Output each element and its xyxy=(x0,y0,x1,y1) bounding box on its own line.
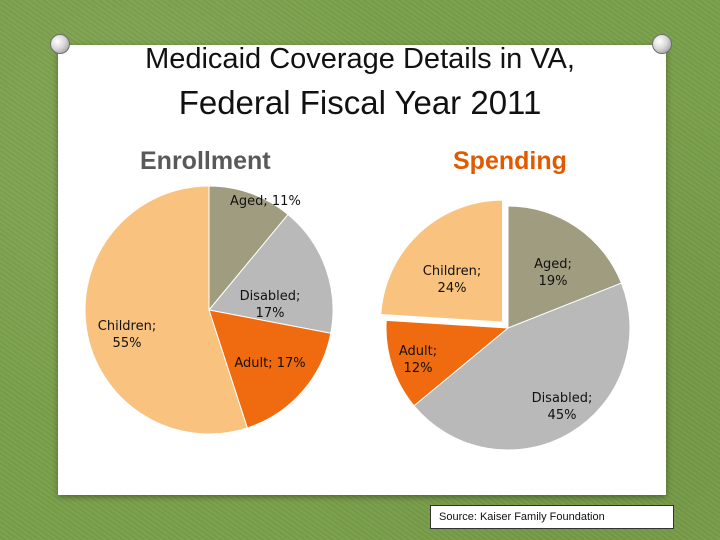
source-note: Source: Kaiser Family Foundation xyxy=(430,505,674,529)
enrollment-label-disabled: Disabled; 17% xyxy=(240,289,301,321)
enrollment-slice-disabled xyxy=(208,213,334,334)
spending-label-disabled: Disabled; 45% xyxy=(532,391,593,423)
slide-title-line1: Medicaid Coverage Details in VA, xyxy=(145,43,575,75)
enrollment-label-children: Children; 55% xyxy=(98,319,156,351)
slide-title-line2: Federal Fiscal Year 2011 xyxy=(178,84,542,121)
spending-slice-children xyxy=(380,199,504,323)
enrollment-label-aged: Aged; 11% xyxy=(230,194,301,209)
spending-label-aged: Aged; 19% xyxy=(534,257,572,289)
enrollment-slice-aged xyxy=(208,185,289,312)
spending-label-children: Children; 24% xyxy=(423,264,481,296)
enrollment-heading: Enrollment xyxy=(140,147,271,175)
enrollment-pie: Aged; 11% Disabled; 17% Adult; 17% Children;… xyxy=(84,185,334,435)
spending-slice-disabled xyxy=(413,282,631,451)
enrollment-label-adult: Adult; 17% xyxy=(234,356,305,371)
enrollment-slice-adult xyxy=(208,309,332,429)
pin-left-icon xyxy=(50,34,70,54)
spending-slice-adult xyxy=(385,319,510,407)
spending-heading: Spending xyxy=(453,147,567,175)
spending-pie: Aged; 19% Disabled; 45% Adult; 12% Children; 24… xyxy=(380,199,631,451)
spending-label-adult: Adult; 12% xyxy=(399,344,437,376)
pin-right-icon xyxy=(652,34,672,54)
spending-slice-aged xyxy=(507,205,623,329)
enrollment-slice-children xyxy=(84,185,248,435)
